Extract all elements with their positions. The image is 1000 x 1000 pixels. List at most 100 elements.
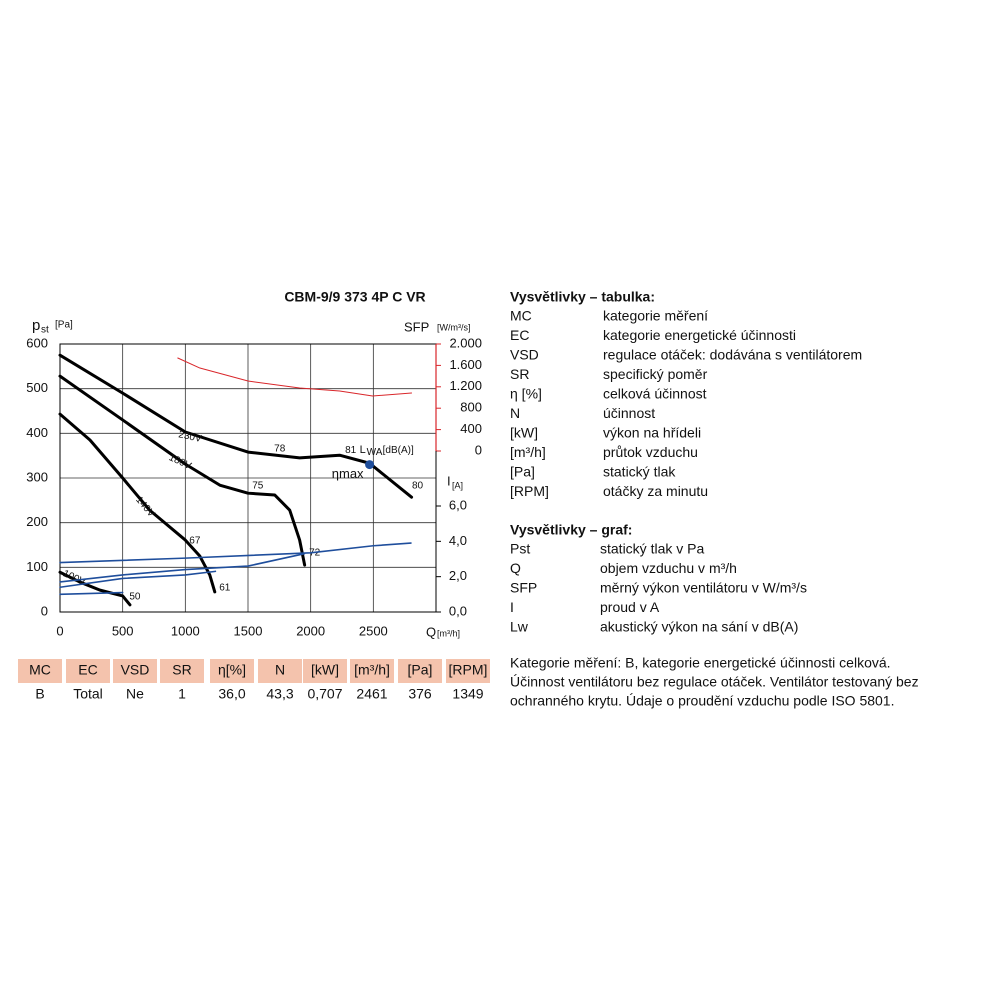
table-header: N — [275, 662, 285, 678]
table-header: [Pa] — [408, 662, 433, 678]
table-header: [kW] — [311, 662, 339, 678]
legend-key: [Pa] — [510, 464, 535, 480]
pressure-curve — [58, 570, 132, 607]
sound-level-label: 50 — [129, 591, 141, 602]
table-cell: 1349 — [452, 686, 483, 702]
table-header: MC — [29, 662, 51, 678]
note-line: Kategorie měření: B, kategorie energetic… — [510, 655, 891, 671]
legend-desc: kategorie energetické účinnosti — [603, 327, 796, 343]
plot-frame — [59, 343, 437, 613]
sound-level-label: 61 — [219, 583, 231, 594]
sound-level-label: 75 — [252, 481, 264, 492]
table-header-cell — [18, 659, 62, 683]
lw-label: L — [360, 444, 366, 456]
chart-title: CBM-9/9 373 4P C VR — [284, 289, 425, 305]
y3-label-unit: [A] — [452, 480, 463, 490]
y-tick-label: 0 — [41, 603, 48, 618]
legend-desc: celková účinnost — [603, 386, 707, 402]
table-header: SR — [172, 662, 191, 678]
legend-desc: otáčky za minutu — [603, 483, 708, 499]
table-header-cell — [303, 659, 347, 683]
current-curve — [59, 591, 124, 596]
legend-desc: akustický výkon na sání v dB(A) — [600, 619, 798, 635]
y-tick-label: 100 — [26, 559, 48, 574]
pressure-curve — [58, 374, 307, 567]
table-header-cell — [113, 659, 157, 683]
table-header-cell — [160, 659, 204, 683]
y2-tick-label: 800 — [460, 400, 482, 415]
table-cell: 0,707 — [307, 686, 342, 702]
y3-label: I — [447, 473, 451, 488]
table-header-cell — [210, 659, 254, 683]
table-cell: Ne — [126, 686, 144, 702]
lw-label-sub: WA — [367, 447, 383, 458]
table-header: η[%] — [218, 662, 246, 678]
legend-key: SR — [510, 366, 529, 382]
legend-key: η [%] — [510, 386, 542, 402]
legend-key: [RPM] — [510, 483, 549, 499]
curve-label: 230V — [177, 429, 202, 445]
current-curve — [59, 552, 306, 583]
y-tick-label: 200 — [26, 514, 48, 529]
y3-tick-label: 2,0 — [449, 568, 467, 583]
y-label: p — [32, 317, 40, 334]
sound-level-label: 81 — [345, 445, 357, 456]
y3-tick-label: 4,0 — [449, 533, 467, 548]
table-header-cell — [398, 659, 442, 683]
y2-tick-label: 1.600 — [449, 357, 482, 372]
legend-title: Vysvětlivky – tabulka: — [510, 289, 655, 305]
legend-key: VSD — [510, 347, 539, 363]
y2-tick-label: 400 — [460, 421, 482, 436]
legend-desc: statický tlak v Pa — [600, 541, 704, 557]
y3-tick-label: 0,0 — [449, 603, 467, 618]
table-header: VSD — [121, 662, 150, 678]
table-cell: 376 — [408, 686, 432, 702]
table-header: [m³/h] — [354, 662, 390, 678]
table-header-cell — [66, 659, 110, 683]
legend-desc: statický tlak — [603, 464, 676, 480]
legend-key: Q — [510, 560, 521, 576]
sound-level-label: 72 — [309, 548, 321, 559]
y-tick-label: 300 — [26, 469, 48, 484]
current-curve — [59, 542, 412, 564]
y-tick-label: 600 — [26, 335, 48, 350]
table-cell: 43,3 — [266, 686, 293, 702]
table-header-cell — [350, 659, 394, 683]
legend-desc: regulace otáček: dodávána s ventilátorem — [603, 347, 862, 363]
x-tick-label: 2500 — [359, 623, 388, 638]
legend-key: [m³/h] — [510, 444, 546, 460]
sound-level-label: 67 — [189, 536, 201, 547]
legend-key: I — [510, 599, 514, 615]
x-label-unit: [m³/h] — [437, 628, 460, 638]
y2-tick-label: 1.200 — [449, 378, 482, 393]
note-line: Účinnost ventilátoru bez regulace otáček… — [510, 674, 919, 690]
x-label: Q — [426, 624, 436, 639]
lw-label-unit: [dB(A)] — [383, 445, 414, 456]
eta-max-point — [365, 460, 375, 470]
legend-desc: průtok vzduchu — [603, 444, 698, 460]
table-header: [RPM] — [449, 662, 488, 678]
y2-label-unit: [W/m³/s] — [437, 322, 471, 332]
y2-tick-label: 0 — [475, 442, 482, 457]
x-tick-label: 1500 — [234, 623, 263, 638]
legend-desc: proud v A — [600, 599, 660, 615]
table-header: EC — [78, 662, 97, 678]
table-cell: 2461 — [356, 686, 387, 702]
legend-key: EC — [510, 327, 529, 343]
sfp-curve — [177, 357, 413, 397]
y3-tick-label: 6,0 — [449, 497, 467, 512]
note-line: ochranného krytu. Údaje o proudění vzduc… — [510, 693, 894, 709]
legend-key: Lw — [510, 619, 529, 635]
legend-desc: kategorie měření — [603, 308, 708, 324]
legend-key: N — [510, 405, 520, 421]
x-tick-label: 500 — [112, 623, 134, 638]
y2-tick-label: 2.000 — [449, 335, 482, 350]
y-label-sub: st — [41, 325, 49, 336]
y-tick-label: 400 — [26, 425, 48, 440]
legend-desc: výkon na hřídeli — [603, 425, 701, 441]
legend-key: Pst — [510, 541, 530, 557]
eta-max-label: ηmax — [332, 466, 364, 481]
table-cell: 1 — [178, 686, 186, 702]
